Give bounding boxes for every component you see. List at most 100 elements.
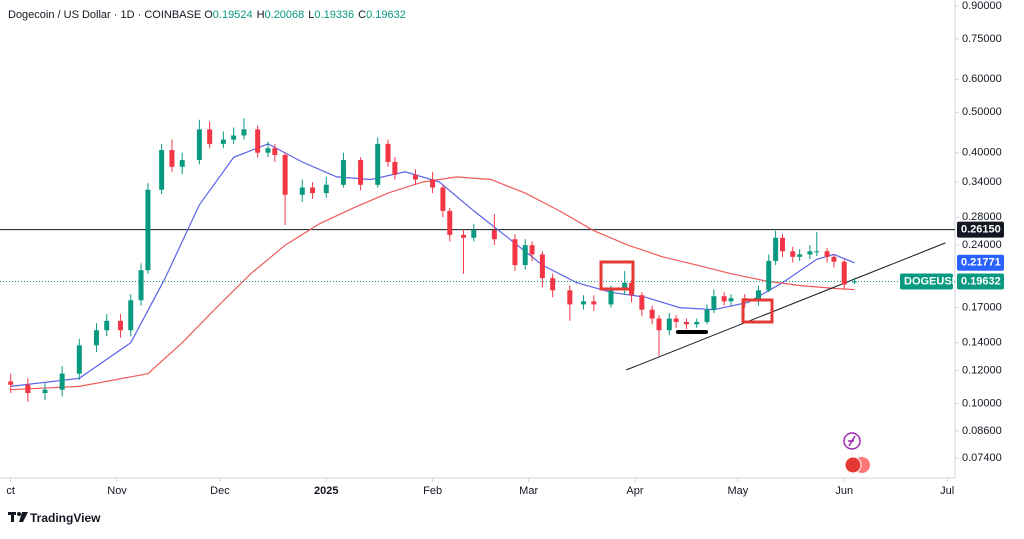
candle-body	[392, 161, 398, 175]
candle-body	[128, 300, 134, 331]
ohlc-value: 0.19632	[366, 9, 406, 21]
candle-body	[265, 148, 271, 153]
candle-body	[310, 187, 316, 194]
candle-body	[831, 256, 837, 262]
candle-body	[529, 245, 535, 255]
candle-body	[639, 295, 645, 310]
symbol-title: Dogecoin / US Dollar · 1D · COINBASE	[8, 9, 202, 21]
y-tick-label: 0.34000	[962, 176, 1002, 188]
x-tick-label: Jul	[940, 485, 954, 497]
candle-body	[629, 282, 635, 296]
candle-body	[117, 320, 123, 331]
candle-body	[673, 318, 679, 322]
candle-body	[169, 150, 175, 167]
candle-body	[683, 321, 689, 325]
candle-body	[255, 129, 261, 153]
y-tick-label: 0.17000	[962, 301, 1002, 313]
candle-body	[282, 154, 288, 195]
ma-value-label: 0.21771	[961, 257, 1001, 269]
x-tick-label: Mar	[519, 485, 538, 497]
candle-body	[567, 290, 573, 305]
ohlc-key: O	[204, 9, 213, 21]
candle-body	[721, 296, 727, 302]
candle-body	[447, 210, 453, 235]
candle-body	[299, 187, 305, 195]
ohlc-key: L	[308, 9, 315, 21]
candle-body	[430, 179, 436, 188]
last-price-label-bg	[957, 273, 1004, 290]
symbol-header: Dogecoin / US Dollar · 1D · COINBASE O0.…	[8, 9, 410, 21]
candle-body	[440, 187, 446, 211]
y-tick-label: 0.07400	[962, 452, 1002, 464]
ohlc-value: 0.19336	[314, 9, 355, 21]
candle-body	[207, 129, 213, 144]
y-tick-label: 0.40000	[962, 147, 1002, 159]
candle-body	[755, 290, 761, 302]
y-tick-label: 0.90000	[962, 0, 1002, 12]
candle-body	[104, 320, 110, 331]
candle-body	[272, 148, 278, 155]
candle-body	[8, 381, 14, 385]
candle-body	[790, 251, 796, 257]
candle-body	[852, 281, 858, 283]
trendline	[626, 242, 946, 371]
candle-body	[220, 139, 226, 144]
candle-body	[159, 150, 165, 190]
level-label-bg	[957, 221, 1004, 238]
candle-body	[824, 251, 830, 257]
candle-body	[522, 245, 528, 266]
x-tick-label: 2025	[314, 485, 338, 497]
candle-body	[231, 135, 237, 140]
candle-body	[93, 330, 99, 346]
y-tick-label: 0.14000	[962, 337, 1002, 349]
x-tick-label: Nov	[107, 485, 127, 497]
x-tick-label: ct	[6, 485, 15, 497]
brand-logo	[8, 512, 28, 522]
y-tick-label: 0.50000	[962, 106, 1002, 118]
candle-body	[711, 296, 717, 310]
symbol-label-bg	[900, 273, 953, 290]
candle-body	[666, 318, 672, 331]
candle-body	[42, 389, 48, 394]
x-tick-label: Jun	[835, 485, 853, 497]
y-tick-label: 0.60000	[962, 73, 1002, 85]
candle-body	[704, 309, 710, 322]
candle-body	[196, 129, 202, 161]
x-tick-label: Apr	[626, 485, 643, 497]
candle-body	[323, 184, 329, 194]
x-tick-label: May	[728, 485, 749, 497]
candle-body	[340, 160, 346, 185]
candle-body	[841, 261, 847, 285]
candle-body	[656, 318, 662, 331]
candle-body	[76, 345, 82, 374]
x-tick-label: Dec	[210, 485, 230, 497]
candle-body	[512, 239, 518, 266]
y-tick-label: 0.28000	[962, 211, 1002, 223]
ohlc-value: 0.19524	[212, 9, 253, 21]
candle-body	[375, 143, 381, 185]
brand-name: TradingView	[30, 511, 101, 525]
y-tick-label: 0.12000	[962, 365, 1002, 377]
candle-body	[779, 237, 785, 252]
candle-body	[694, 321, 700, 325]
candle-body	[622, 282, 628, 291]
level-label: 0.26150	[961, 224, 1001, 236]
candle-body	[25, 384, 31, 394]
x-tick-label: Feb	[423, 485, 442, 497]
candle-body	[550, 278, 556, 291]
candle-body	[814, 251, 820, 253]
moving-average	[10, 176, 855, 391]
candle-body	[358, 160, 364, 185]
candle-body	[491, 229, 497, 240]
candle-body	[591, 301, 597, 305]
candle-body	[773, 237, 779, 261]
candle-body	[797, 254, 803, 257]
candle-body	[539, 254, 545, 279]
candle-body	[412, 174, 418, 180]
candle-body	[179, 160, 185, 167]
symbol-label: DOGEUSD	[904, 275, 960, 287]
candle-body	[471, 229, 477, 238]
candle-body	[385, 143, 391, 162]
